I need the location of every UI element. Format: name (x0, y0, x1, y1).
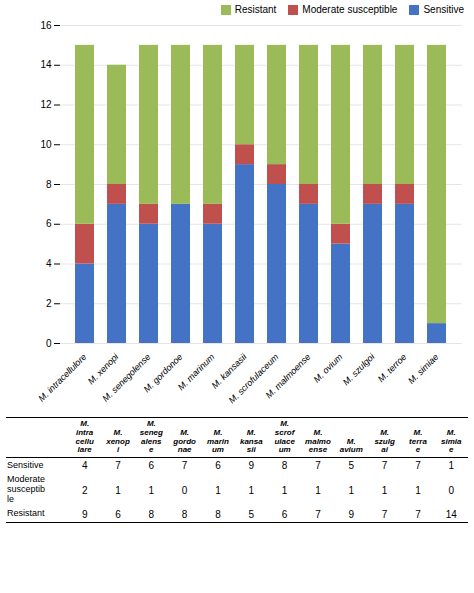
html-text:1: 1 (215, 484, 221, 496)
html-text:6: 6 (148, 460, 155, 472)
html-text:6: 6 (115, 508, 121, 520)
html-text:8: 8 (148, 508, 155, 520)
html-text:0: 0 (448, 484, 455, 496)
html-text:M. malmo ense: M. malmo ense (305, 427, 331, 455)
html-text:7: 7 (315, 460, 321, 472)
svg-text:12: 12 (40, 99, 52, 110)
html-text:7: 7 (415, 508, 421, 520)
html-text:1: 1 (348, 484, 355, 496)
html-text:M. seneg alens e: M. seneg alens e (139, 419, 163, 455)
svg-text:M. intracellulore: M. intracellulore (36, 352, 88, 404)
html-text:14: 14 (445, 508, 457, 520)
html-text:5: 5 (248, 508, 255, 520)
svg-text:8: 8 (46, 179, 52, 190)
html-text:0: 0 (181, 484, 188, 496)
html-text:M. szulg ai: M. szulg ai (374, 427, 395, 455)
svg-text:4: 4 (46, 258, 52, 269)
svg-text:M. gordonoe: M. gordonoe (141, 351, 185, 395)
svg-text:14: 14 (40, 59, 52, 70)
html-text:M. scrof ulace um: M. scrof ulace um (274, 419, 295, 455)
svg-text:10: 10 (40, 139, 52, 150)
html-text:M. xenop i: M. xenop i (106, 427, 130, 455)
html-text:Moderate susceptible: Moderate susceptible (302, 4, 398, 15)
html-text:8: 8 (215, 508, 221, 520)
html-text:M. simia e: M. simia e (441, 427, 462, 455)
html-text:9: 9 (81, 508, 88, 520)
html-text:Sensitive: Sensitive (7, 459, 44, 470)
html-text:6: 6 (281, 508, 288, 520)
svg-text:16: 16 (40, 20, 52, 31)
svg-text:M. senegolense: M. senegolense (100, 352, 152, 404)
svg-text:M. terroe: M. terroe (376, 352, 409, 385)
html-text:7: 7 (381, 460, 388, 472)
html-text:Resistant: Resistant (234, 4, 277, 15)
html-text:8: 8 (281, 460, 288, 472)
html-text:4: 4 (81, 460, 88, 472)
html-text:2: 2 (81, 484, 88, 496)
html-text:7: 7 (415, 460, 421, 472)
svg-text:0: 0 (46, 338, 52, 349)
html-text:8: 8 (181, 508, 188, 520)
html-text:7: 7 (315, 508, 321, 520)
svg-text:2: 2 (46, 298, 52, 309)
svg-text:M. simiae: M. simiae (406, 352, 440, 386)
svg-text:M. scrofulaceum: M. scrofulaceum (226, 351, 281, 406)
html-text:9: 9 (348, 508, 355, 520)
html-text:M. gordo nae: M. gordo nae (173, 427, 196, 455)
svg-text:6: 6 (46, 218, 52, 229)
html-text:1: 1 (381, 484, 388, 496)
html-text:5: 5 (348, 460, 355, 472)
html-text:1: 1 (115, 484, 121, 496)
html-text:Resistant: Resistant (7, 508, 45, 519)
svg-text:M. szulgoi: M. szulgoi (341, 351, 377, 387)
html-text:1: 1 (281, 484, 288, 496)
html-text:M. intra cellu lare: M. intra cellu lare (75, 419, 94, 455)
html-text:1: 1 (448, 460, 455, 472)
svg-text:M. xenopi: M. xenopi (85, 351, 121, 387)
svg-text:M. ovium: M. ovium (312, 351, 345, 384)
html-text:1: 1 (148, 484, 155, 496)
html-text:1: 1 (415, 484, 421, 496)
svg-text:M. marinum: M. marinum (176, 351, 217, 392)
html-text:1: 1 (248, 484, 255, 496)
html-text:M. terra e: M. terra e (409, 427, 427, 455)
html-text:7: 7 (181, 460, 188, 472)
html-text:1: 1 (315, 484, 321, 496)
html-text:9: 9 (248, 460, 255, 472)
svg-text:M. malmoense: M. malmoense (264, 352, 313, 401)
html-text:7: 7 (381, 508, 388, 520)
html-text:Sensitive: Sensitive (423, 4, 464, 15)
html-text:6: 6 (215, 460, 221, 472)
html-text:7: 7 (115, 460, 121, 472)
html-text:M. kansa sii: M. kansa sii (240, 427, 263, 455)
html-text:M. marin um: M. marin um (207, 427, 229, 455)
html-text:Moderate susceptib le: Moderate susceptib le (7, 474, 45, 504)
svg-text:M. kansasii: M. kansasii (209, 351, 249, 391)
html-text:M. avium: M. avium (339, 436, 363, 455)
